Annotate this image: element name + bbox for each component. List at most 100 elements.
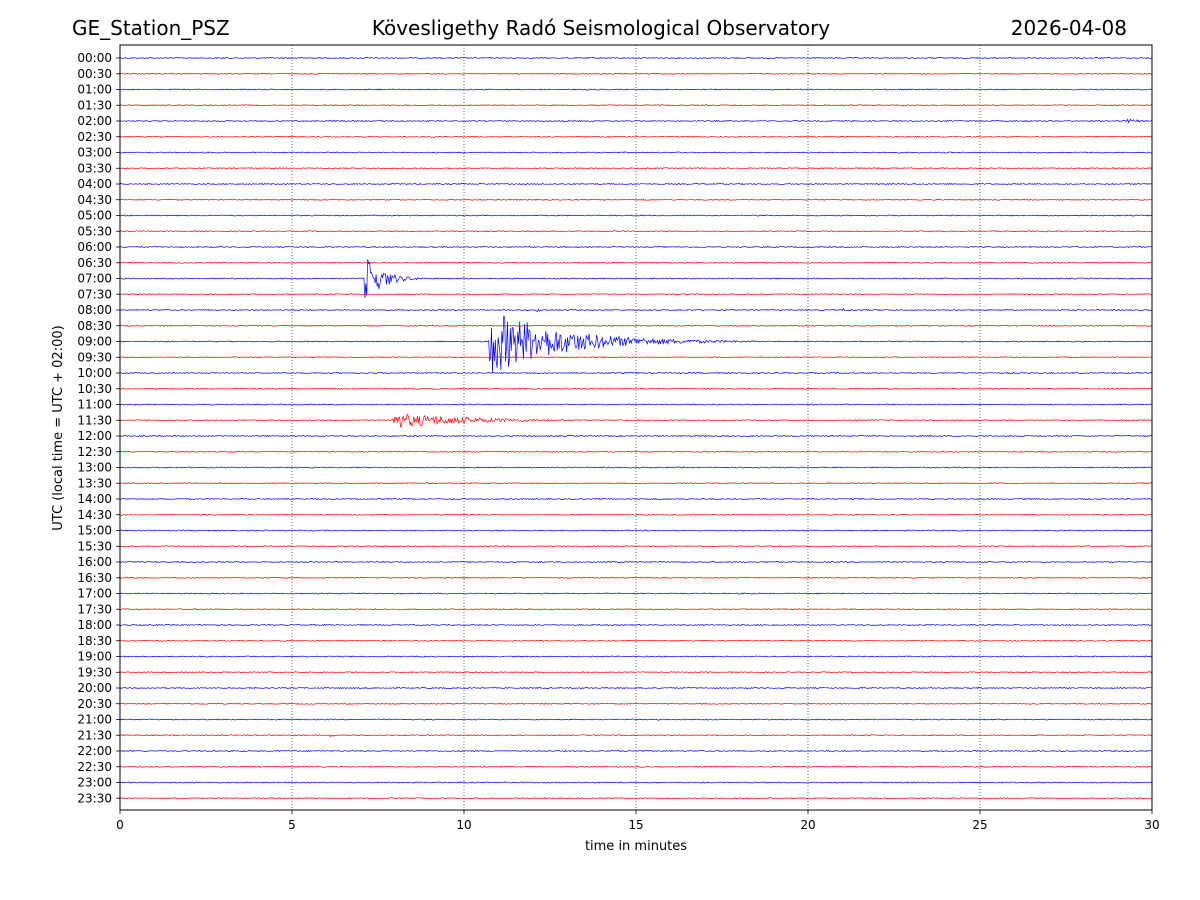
y-tick-label: 16:30 <box>77 571 112 585</box>
x-tick-label: 30 <box>1144 818 1159 832</box>
trace-0530 <box>119 230 1153 233</box>
x-tick-label: 0 <box>116 818 124 832</box>
trace-0900 <box>119 315 1153 373</box>
trace-1800 <box>120 623 1153 627</box>
x-axis-label: time in minutes <box>585 839 687 854</box>
trace-1500 <box>119 529 1153 532</box>
trace-0230 <box>119 135 1153 138</box>
y-tick-label: 02:00 <box>77 114 112 128</box>
trace-1730 <box>119 608 1153 611</box>
y-tick-label: 14:30 <box>77 508 112 522</box>
trace-1530 <box>119 545 1152 548</box>
trace-0830 <box>119 324 1153 327</box>
y-tick-label: 22:30 <box>77 760 112 774</box>
y-tick-label: 20:00 <box>77 681 112 695</box>
trace-0500 <box>119 214 1153 217</box>
y-tick-label: 19:00 <box>77 650 112 664</box>
x-tick-label: 15 <box>628 818 643 832</box>
y-tick-label: 00:30 <box>77 67 112 81</box>
chart-title: Kövesligethy Radó Seismological Observat… <box>372 16 830 40</box>
trace-1030 <box>120 387 1152 390</box>
y-tick-label: 04:30 <box>77 193 112 207</box>
y-tick-label: 11:00 <box>77 398 112 412</box>
plot-frame <box>119 44 1153 811</box>
trace-0600 <box>119 245 1153 249</box>
y-tick-label: 15:00 <box>77 524 112 538</box>
y-tick-label: 11:30 <box>77 413 112 427</box>
y-tick-label: 06:30 <box>77 256 112 270</box>
y-tick-label: 21:00 <box>77 713 112 727</box>
trace-1330 <box>119 482 1153 485</box>
y-tick-label: 16:00 <box>77 555 112 569</box>
trace-2330 <box>119 797 1153 800</box>
trace-1930 <box>119 671 1153 674</box>
x-tick-label: 5 <box>288 818 296 832</box>
y-tick-label: 04:00 <box>77 177 112 191</box>
y-tick-label: 20:30 <box>77 697 112 711</box>
y-tick-label: 03:30 <box>77 161 112 175</box>
trace-1430 <box>119 513 1153 516</box>
title-left: GE_Station_PSZ <box>72 16 230 40</box>
y-tick-label: 22:00 <box>77 744 112 758</box>
trace-0300 <box>119 151 1153 154</box>
trace-2200 <box>119 749 1153 752</box>
y-tick-label: 09:00 <box>77 335 112 349</box>
y-tick-label: 21:30 <box>77 728 112 742</box>
trace-2230 <box>120 765 1153 768</box>
trace-1100 <box>119 403 1153 406</box>
trace-0000 <box>119 56 1153 60</box>
y-tick-label: 07:30 <box>77 287 112 301</box>
x-tick-label: 10 <box>456 818 471 832</box>
y-tick-label: 05:00 <box>77 209 112 223</box>
trace-0800 <box>119 307 1153 312</box>
trace-0930 <box>119 356 1153 359</box>
trace-1300 <box>119 466 1153 469</box>
y-tick-label: 23:30 <box>77 791 112 805</box>
trace-1200 <box>119 434 1153 438</box>
x-tick-label: 25 <box>972 818 987 832</box>
y-tick-label: 12:30 <box>77 445 112 459</box>
y-tick-label: 17:00 <box>77 587 112 601</box>
trace-0130 <box>119 104 1153 107</box>
y-tick-label: 17:30 <box>77 602 112 616</box>
y-tick-label: 08:00 <box>77 303 112 317</box>
trace-0200 <box>119 118 1152 124</box>
trace-2000 <box>119 686 1153 690</box>
trace-2300 <box>119 781 1153 784</box>
y-tick-label: 18:00 <box>77 618 112 632</box>
trace-0700 <box>119 259 1153 299</box>
trace-2100 <box>119 718 1153 721</box>
x-tick-label: 20 <box>800 818 815 832</box>
y-axis-label: UTC (local time = UTC + 02:00) <box>51 325 66 530</box>
trace-0630 <box>119 261 1153 264</box>
y-tick-label: 08:30 <box>77 319 112 333</box>
y-tick-label: 00:00 <box>77 51 112 65</box>
trace-2030 <box>119 702 1153 705</box>
trace-1230 <box>119 450 1153 453</box>
trace-1400 <box>119 497 1153 501</box>
trace-0100 <box>119 88 1152 91</box>
y-tick-label: 02:30 <box>77 130 112 144</box>
y-tick-label: 05:30 <box>77 224 112 238</box>
y-tick-label: 10:30 <box>77 382 112 396</box>
trace-1830 <box>119 639 1153 642</box>
y-tick-label: 13:30 <box>77 476 112 490</box>
trace-0330 <box>119 167 1153 170</box>
y-tick-label: 06:00 <box>77 240 112 254</box>
y-tick-label: 18:30 <box>77 634 112 648</box>
trace-0430 <box>119 198 1153 201</box>
trace-1900 <box>119 655 1153 658</box>
seismic-traces <box>119 56 1153 800</box>
trace-1130 <box>119 413 1153 428</box>
y-tick-label: 01:30 <box>77 98 112 112</box>
y-tick-label: 03:00 <box>77 146 112 160</box>
y-tick-label: 07:00 <box>77 272 112 286</box>
y-tick-label: 23:00 <box>77 776 112 790</box>
trace-0730 <box>119 293 1153 296</box>
trace-0030 <box>119 72 1153 75</box>
trace-0400 <box>119 182 1153 186</box>
title-date: 2026-04-08 <box>1011 16 1127 40</box>
x-tick-labels: 0 5 10 15 20 25 30 <box>116 810 1160 832</box>
